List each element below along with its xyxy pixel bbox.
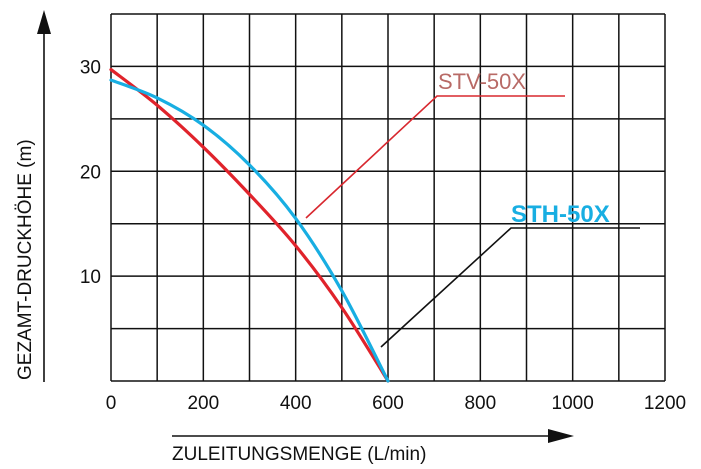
x-tick-label: 800 <box>464 393 496 414</box>
x-tick-label: 0 <box>106 393 117 414</box>
y-axis: GEZAMT-DRUCKHÖHE (m) <box>15 10 51 382</box>
y-tick-label: 20 <box>80 162 101 183</box>
stv-label: STV-50X <box>438 69 526 94</box>
x-axis-title: ZULEITUNGSMENGE (L/min) <box>172 444 426 465</box>
stv-callout: STV-50X <box>305 69 565 219</box>
series-line-stv-50x <box>109 67 390 383</box>
grid <box>110 13 666 382</box>
x-tick-label: 1200 <box>644 393 686 414</box>
sth-leader-line <box>380 227 640 348</box>
sth-label: STH-50X <box>511 201 610 228</box>
x-tick-label: 200 <box>187 393 219 414</box>
stv-leader-line <box>305 95 565 219</box>
series-lines <box>109 67 390 383</box>
y-tick-label: 10 <box>80 267 101 288</box>
x-tick-label: 1000 <box>552 393 594 414</box>
y-axis-arrowhead <box>37 10 51 34</box>
y-axis-title: GEZAMT-DRUCKHÖHE (m) <box>15 139 36 380</box>
series-line-sth-50x <box>109 78 390 383</box>
y-tick-label: 30 <box>80 57 101 78</box>
x-tick-label: 600 <box>372 393 404 414</box>
x-axis-arrowhead <box>548 429 574 443</box>
x-axis: ZULEITUNGSMENGE (L/min) <box>172 429 574 465</box>
sth-callout: STH-50X <box>380 201 640 348</box>
x-tick-label: 400 <box>280 393 312 414</box>
tick-labels: 0 200 400 600 800 1000 1200 10 20 30 <box>80 57 686 414</box>
